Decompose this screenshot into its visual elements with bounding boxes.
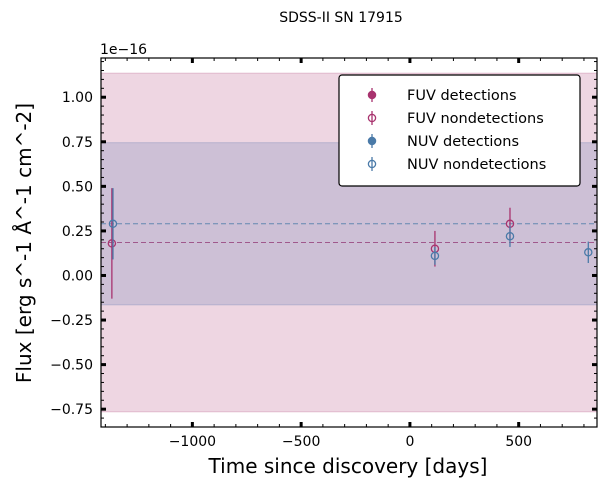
point-marker: [107, 239, 117, 248]
legend-marker: [367, 159, 377, 169]
legend-label: FUV nondetections: [407, 111, 544, 127]
x-tick-label: 500: [505, 434, 532, 450]
data-point: [430, 246, 440, 265]
y-tick-label: 1.00: [62, 90, 93, 106]
legend-marker: [367, 90, 377, 100]
y-tick-label: 0.50: [62, 179, 93, 195]
legend-marker: [367, 113, 377, 123]
y-tick-label: −0.50: [50, 358, 93, 374]
y-axis-label: Flux [erg s^-1 Å^-1 cm^-2]: [12, 103, 36, 383]
data-point: [107, 188, 117, 299]
y-tick-label: 0.25: [62, 224, 93, 240]
point-marker: [584, 248, 593, 257]
data-point: [108, 188, 118, 260]
data-point: [584, 241, 593, 263]
legend-marker: [367, 136, 377, 146]
x-tick-label: 0: [405, 434, 414, 450]
y-tick-label: −0.75: [50, 402, 93, 418]
y-tick-label: 0.75: [62, 135, 93, 151]
legend: FUV detections FUV nondetections NUV detec…: [338, 74, 581, 187]
chart-title: SDSS-II SN 17915: [279, 10, 403, 26]
legend-box: [338, 74, 581, 187]
y-tick-label: 0.00: [62, 268, 93, 284]
x-tick-label: −500: [282, 434, 320, 450]
point-marker: [505, 232, 515, 241]
legend-label: NUV detections: [407, 134, 519, 150]
y-tick-label: −0.25: [50, 313, 93, 329]
x-axis-label: Time since discovery [days]: [208, 454, 488, 478]
x-tick-label: −1000: [169, 434, 216, 450]
points-layer: [107, 188, 593, 299]
legend-label: FUV detections: [407, 88, 517, 104]
data-point: [505, 225, 515, 247]
plot-frame: [100, 57, 598, 428]
point-marker: [430, 251, 440, 261]
y-axis-offset-label: 1e−16: [100, 42, 147, 58]
point-marker: [108, 219, 118, 229]
legend-label: NUV nondetections: [407, 157, 546, 173]
